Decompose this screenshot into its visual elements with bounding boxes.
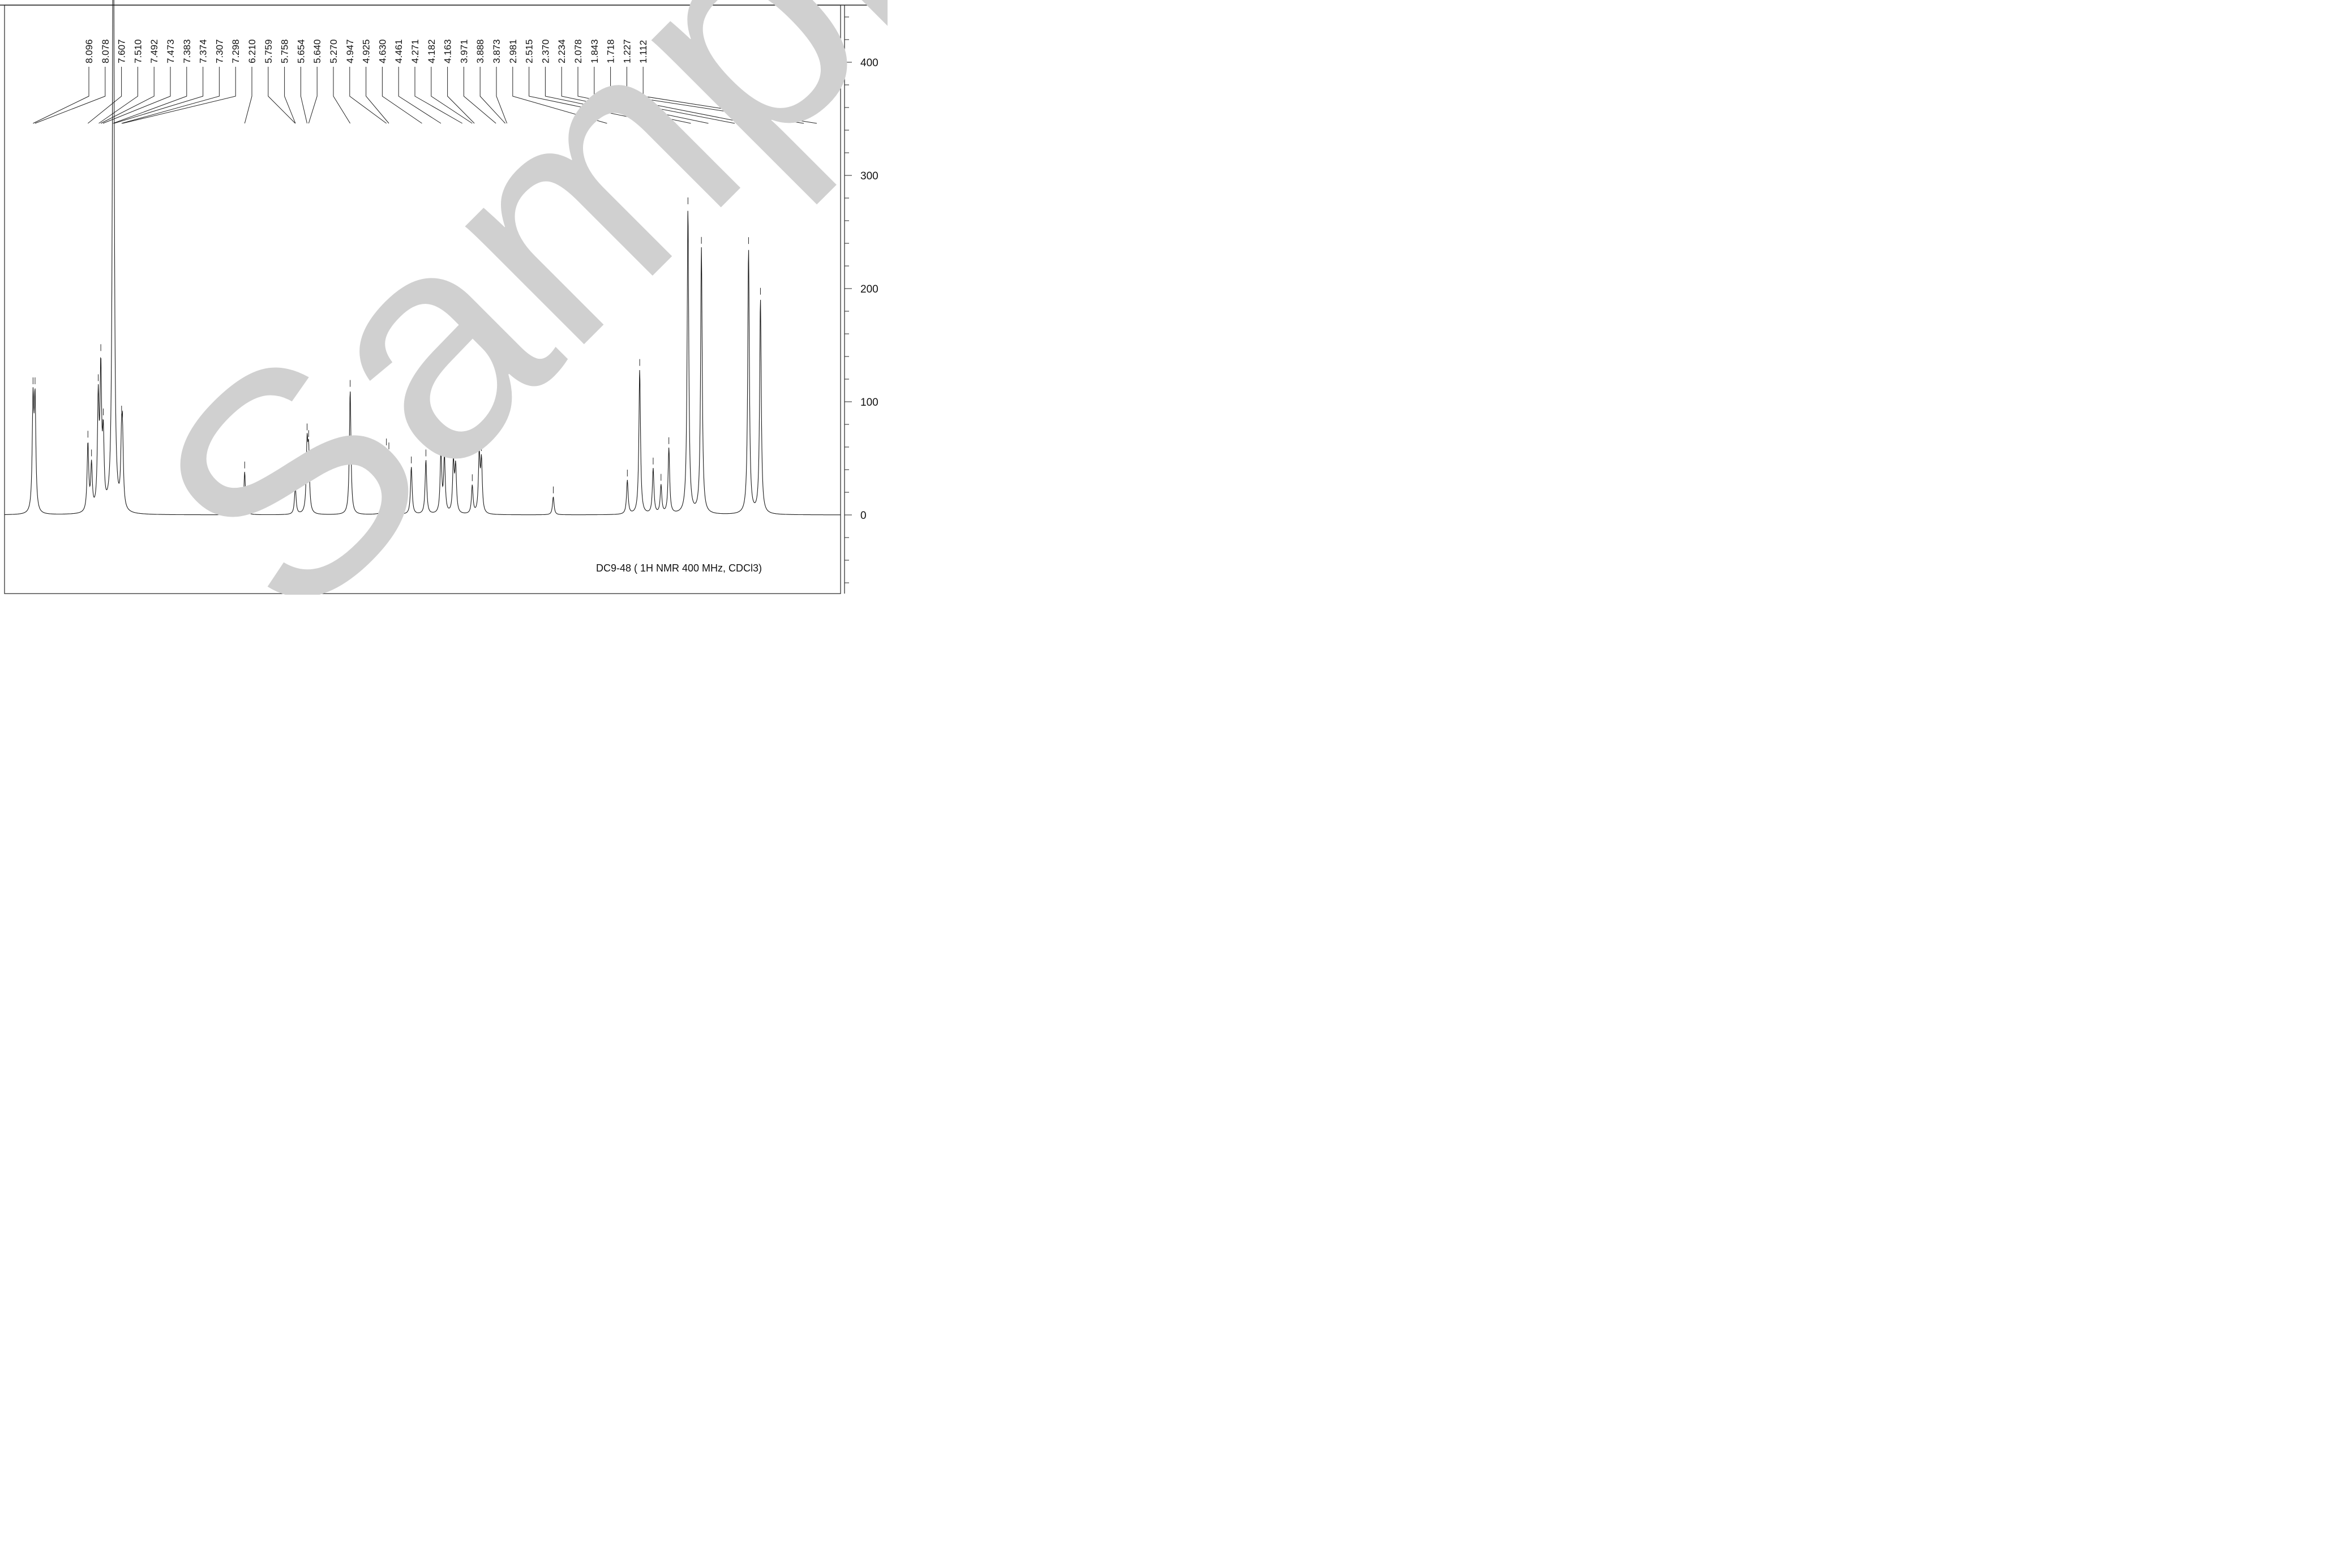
peak-label: 1.112 bbox=[638, 40, 649, 63]
peak-label-connector bbox=[35, 67, 106, 124]
peak-label-connector bbox=[102, 67, 171, 124]
peak-label-connector bbox=[284, 67, 296, 124]
peak-label: 2.981 bbox=[508, 39, 518, 63]
peak-label-connector bbox=[121, 67, 220, 124]
peak-label: 7.473 bbox=[165, 39, 176, 63]
peak-label: 7.492 bbox=[149, 39, 160, 63]
peak-label: 5.270 bbox=[328, 39, 339, 63]
peak-label-connector bbox=[512, 67, 607, 124]
y-tick-label: 200 bbox=[860, 283, 878, 295]
peak-label-connector bbox=[561, 67, 691, 124]
peak-label-connector bbox=[529, 67, 659, 124]
peak-label-connector bbox=[333, 67, 351, 124]
watermark: Sample bbox=[91, 0, 888, 595]
peak-label-connector bbox=[447, 67, 475, 124]
peak-label-connector bbox=[114, 67, 204, 124]
peak-label-connector bbox=[122, 67, 236, 124]
peak-label-connector bbox=[113, 67, 187, 124]
peak-label: 2.370 bbox=[540, 39, 551, 63]
peak-label: 4.163 bbox=[443, 39, 453, 63]
peak-label-connector bbox=[33, 67, 89, 124]
peak-label-connector bbox=[414, 67, 462, 124]
peak-label-connector bbox=[366, 67, 389, 124]
y-axis: 0 100 200 300 400 bbox=[845, 16, 878, 583]
y-tick-label: 100 bbox=[860, 397, 878, 409]
peak-label: 8.078 bbox=[100, 39, 111, 63]
peak-label: 1.227 bbox=[622, 39, 632, 63]
peak-label: 7.510 bbox=[132, 39, 143, 63]
peak-label: 7.383 bbox=[182, 39, 192, 63]
peak-label-connector bbox=[398, 67, 442, 124]
peak-label: 3.888 bbox=[475, 39, 486, 63]
peak-label-connector bbox=[349, 67, 387, 124]
peak-label: 4.182 bbox=[426, 39, 437, 63]
peak-label-connector bbox=[577, 67, 709, 124]
peak-label-connector bbox=[479, 67, 505, 124]
peak-label: 3.873 bbox=[491, 39, 502, 63]
peak-label: 7.374 bbox=[198, 39, 209, 63]
nmr-spectrum-chart: 0 100 200 300 400 8.096 8.078 7.607 7.510 7.492 7… bbox=[0, 0, 888, 595]
spectrum-trace bbox=[5, 0, 841, 515]
peak-label: 5.759 bbox=[263, 39, 274, 63]
peak-label-connector bbox=[308, 67, 318, 124]
peak-label: 4.925 bbox=[361, 39, 372, 63]
peak-label-connector bbox=[268, 67, 296, 124]
peak-label: 1.718 bbox=[606, 39, 616, 63]
y-tick-label: 400 bbox=[860, 57, 878, 69]
peak-label-connector bbox=[626, 67, 804, 124]
peak-label-connector bbox=[610, 67, 749, 124]
peak-label: 8.096 bbox=[84, 39, 95, 63]
y-tick-label: 0 bbox=[860, 510, 867, 522]
peak-label-connector bbox=[244, 67, 252, 124]
peak-label: 7.307 bbox=[214, 39, 225, 63]
peak-label-connector bbox=[87, 67, 122, 124]
peak-label-connector bbox=[545, 67, 676, 124]
peak-label-connector bbox=[594, 67, 735, 124]
peak-label-connector bbox=[100, 67, 155, 124]
spectrum bbox=[5, 0, 841, 515]
peak-label: 2.234 bbox=[556, 39, 567, 63]
peak-label-connector bbox=[496, 67, 508, 124]
peak-label: 4.947 bbox=[345, 39, 355, 63]
peak-labels: 8.096 8.078 7.607 7.510 7.492 7.473 7.383 7.374… bbox=[33, 39, 817, 124]
peak-label-connector bbox=[98, 67, 138, 124]
peak-label: 7.298 bbox=[230, 39, 241, 63]
y-tick-label: 300 bbox=[860, 170, 878, 182]
peak-label: 2.515 bbox=[524, 39, 535, 63]
peak-label-connector bbox=[642, 67, 817, 124]
peak-label: 2.078 bbox=[573, 39, 584, 63]
peak-label: 3.971 bbox=[458, 39, 469, 63]
peak-label: 7.607 bbox=[117, 39, 127, 63]
peak-label: 4.271 bbox=[410, 39, 421, 63]
peak-label-connector bbox=[382, 67, 422, 124]
peak-label: 1.843 bbox=[589, 39, 600, 63]
peak-label: 6.210 bbox=[247, 39, 258, 63]
peak-label: 5.654 bbox=[295, 39, 306, 63]
peak-label: 4.461 bbox=[393, 39, 404, 63]
peak-label: 5.758 bbox=[280, 39, 290, 63]
peak-label-connector bbox=[300, 67, 307, 124]
peak-label: 5.640 bbox=[312, 39, 323, 63]
peak-label: 4.630 bbox=[377, 39, 388, 63]
spectrum-caption: DC9-48 ( 1H NMR 400 MHz, CDCl3) bbox=[596, 562, 762, 574]
peak-label-connector bbox=[431, 67, 473, 124]
peak-label-connector bbox=[463, 67, 496, 124]
